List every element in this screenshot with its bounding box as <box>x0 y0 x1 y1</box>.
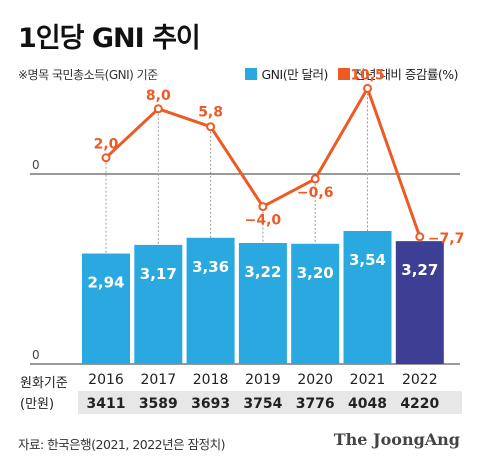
year-label-2021: 2021 <box>350 372 386 388</box>
krw-row-background <box>78 391 462 414</box>
krw-label-line1: 원화기준 <box>20 376 68 391</box>
year-label-2016: 2016 <box>88 372 124 388</box>
krw-value-2021: 4048 <box>348 396 387 412</box>
growth-point-2020 <box>310 174 320 184</box>
year-label-2022: 2022 <box>402 372 438 388</box>
growth-point-2021 <box>363 83 372 93</box>
krw-value-2022: 4220 <box>400 396 439 412</box>
growth-point-2016 <box>101 153 111 163</box>
source-note: 자료: 한국은행(2021, 2022년은 잠정치) <box>18 437 225 452</box>
gni-value-label-2020: 3,20 <box>297 264 334 282</box>
growth-value-label-2017: 8,0 <box>146 88 171 104</box>
legend-swatch-gni <box>245 67 258 80</box>
brand-logo: The JoongAng <box>333 430 460 449</box>
legend-label-gni: GNI(만 달러) <box>261 67 328 82</box>
krw-value-2017: 3589 <box>139 396 178 412</box>
basis-note: ※명목 국민총소득(GNI) 기준 <box>18 68 158 82</box>
growth-value-label-2016: 2,0 <box>94 137 119 153</box>
gni-value-label-2021: 3,54 <box>349 251 386 269</box>
krw-value-2018: 3693 <box>191 396 230 412</box>
year-label-2017: 2017 <box>140 372 176 388</box>
gni-value-label-2022: 3,27 <box>401 261 438 279</box>
legend: GNI(만 달러) 전년 대비 증감률(%) <box>235 64 459 83</box>
gni-bar-2016 <box>82 253 130 364</box>
line-zero-label: 0 <box>32 158 40 172</box>
year-label-2020: 2020 <box>297 372 333 388</box>
legend-label-growth: 전년 대비 증감률(%) <box>353 67 459 82</box>
gni-bar-2017 <box>134 244 183 364</box>
bar-zero-label: 0 <box>32 348 40 362</box>
gni-value-label-2016: 2,94 <box>87 274 124 292</box>
gni-value-label-2018: 3,36 <box>192 258 229 276</box>
growth-point-2022 <box>415 232 425 242</box>
gni-bar-2020 <box>291 243 340 364</box>
gni-bar-2021 <box>343 231 392 364</box>
gni-value-label-2017: 3,17 <box>140 265 177 283</box>
growth-value-label-2022: −7,7 <box>428 231 465 247</box>
growth-value-label-2020: −0,6 <box>297 185 334 201</box>
gni-value-label-2019: 3,22 <box>244 263 281 281</box>
legend-item-growth: 전년 대비 증감률(%) <box>337 64 459 83</box>
growth-value-label-2018: 5,8 <box>198 105 223 121</box>
gni-bar-2018 <box>186 237 235 364</box>
legend-swatch-growth <box>337 67 350 80</box>
growth-value-label-2021: 10,5 <box>350 67 385 83</box>
krw-value-2020: 3776 <box>296 396 335 412</box>
krw-label-line2: (만원) <box>20 397 54 412</box>
year-label-2019: 2019 <box>245 372 281 388</box>
krw-value-2016: 3411 <box>87 396 126 412</box>
legend-item-gni: GNI(만 달러) <box>245 64 328 83</box>
growth-point-2018 <box>206 122 216 132</box>
gni-bar-2019 <box>238 243 287 364</box>
gni-bar-2022 <box>395 241 444 364</box>
growth-value-label-2019: −4,0 <box>245 213 282 229</box>
growth-point-2019 <box>258 202 268 212</box>
chart-title: 1인당 GNI 추이 <box>18 23 201 54</box>
krw-value-2019: 3754 <box>243 396 282 412</box>
growth-point-2017 <box>153 104 163 114</box>
year-label-2018: 2018 <box>193 372 229 388</box>
